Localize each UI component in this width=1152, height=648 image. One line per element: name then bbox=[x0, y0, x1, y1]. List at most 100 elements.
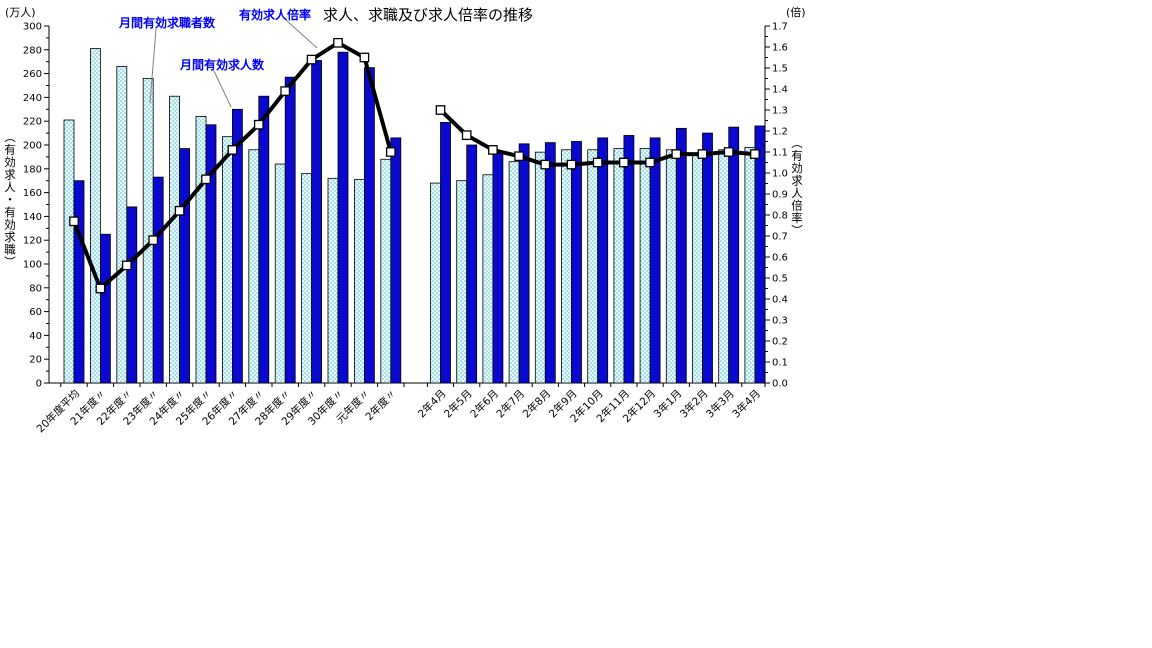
ratio-marker bbox=[201, 174, 211, 185]
ratio-marker bbox=[174, 205, 185, 216]
bar-seekers bbox=[142, 77, 154, 384]
left-axis-title: （有効求人・有効求職） bbox=[3, 131, 17, 269]
bar-openings bbox=[179, 148, 191, 384]
ratio-marker bbox=[69, 216, 79, 227]
right-tick-label: 0.5 bbox=[772, 274, 788, 285]
ratio-marker bbox=[645, 157, 655, 168]
x-tick-label: 20年度平均 bbox=[34, 387, 82, 435]
bar-seekers bbox=[639, 148, 651, 384]
left-tick-label: 120 bbox=[23, 236, 42, 247]
right-tick-label: 1.1 bbox=[772, 148, 788, 159]
ratio-marker bbox=[227, 145, 238, 155]
right-tick-label: 1.6 bbox=[772, 43, 788, 54]
x-tick-label: 2年5月 bbox=[441, 387, 474, 420]
bar-seekers bbox=[508, 161, 520, 384]
right-tick-label: 1.3 bbox=[772, 106, 788, 117]
ratio-marker bbox=[435, 105, 446, 115]
bar-seekers bbox=[613, 148, 625, 384]
legend-label-openings: 月間有効求人数 bbox=[180, 58, 265, 72]
ratio-marker bbox=[697, 149, 708, 159]
bar-openings bbox=[754, 125, 766, 384]
right-tick-label: 0.1 bbox=[772, 358, 788, 369]
ratio-marker bbox=[95, 283, 106, 294]
bar-openings bbox=[518, 143, 530, 384]
x-tick-label: 3年3月 bbox=[703, 387, 736, 420]
bar-openings bbox=[675, 127, 687, 384]
left-tick-label: 0 bbox=[36, 379, 42, 390]
right-tick-label: 1.7 bbox=[772, 22, 788, 33]
bar-openings bbox=[492, 151, 504, 384]
ratio-marker bbox=[359, 52, 370, 63]
ratio-marker bbox=[514, 151, 524, 162]
bar-openings bbox=[126, 206, 138, 384]
x-tick-label: 2年7月 bbox=[494, 387, 527, 420]
bar-seekers bbox=[456, 180, 468, 384]
ratio-marker bbox=[488, 145, 498, 155]
right-tick-label: 1.0 bbox=[772, 169, 788, 180]
ratio-marker bbox=[723, 147, 734, 157]
bar-openings bbox=[649, 137, 661, 384]
x-tick-label: 2年4月 bbox=[415, 387, 448, 420]
bar-openings bbox=[73, 180, 85, 384]
bar-openings bbox=[728, 126, 740, 384]
right-tick-label: 0.9 bbox=[772, 190, 788, 201]
bar-openings bbox=[100, 233, 111, 384]
left-tick-label: 280 bbox=[23, 45, 42, 56]
bar-openings bbox=[390, 137, 402, 384]
left-tick-label: 140 bbox=[23, 212, 42, 223]
chart-title: 求人、求職及び求人倍率の推移 bbox=[323, 6, 534, 24]
ratio-marker bbox=[333, 37, 343, 48]
bar-seekers bbox=[195, 116, 207, 384]
left-tick-label: 220 bbox=[23, 117, 42, 128]
x-tick-label: 3年4月 bbox=[730, 387, 763, 420]
bar-openings bbox=[623, 135, 635, 384]
ratio-marker bbox=[671, 149, 682, 159]
ratio-marker bbox=[461, 130, 472, 141]
right-tick-label: 0.3 bbox=[772, 316, 788, 327]
left-tick-label: 40 bbox=[29, 331, 42, 342]
ratio-markers-monthly bbox=[435, 105, 760, 170]
legend-label-seekers: 月間有効求職者数 bbox=[119, 16, 216, 30]
ratio-marker bbox=[566, 159, 577, 170]
bar-openings bbox=[466, 144, 478, 384]
right-tick-label: 1.5 bbox=[772, 64, 788, 75]
left-tick-label: 300 bbox=[23, 22, 42, 33]
bar-openings bbox=[363, 67, 375, 384]
x-tick-label: 3年1月 bbox=[651, 387, 684, 420]
right-axis-ticks: 0.0 0.1 0.2 0.3 0.4 0.5 0.6 0.7 0.8 0.9 1.0 1.1 1.2 1… bbox=[765, 22, 788, 390]
bar-seekers bbox=[534, 151, 546, 384]
bar-seekers bbox=[90, 48, 101, 384]
bar-openings bbox=[311, 60, 323, 384]
right-axis-unit: (倍) bbox=[786, 6, 806, 19]
ratio-marker bbox=[592, 157, 603, 168]
bottom-axis-ticks bbox=[60, 383, 766, 387]
x-tick-label: 2年6月 bbox=[468, 387, 501, 420]
bar-seekers bbox=[482, 174, 494, 384]
ratio-markers-annual bbox=[69, 37, 396, 294]
bar-seekers bbox=[221, 136, 233, 384]
left-tick-label: 260 bbox=[23, 69, 42, 80]
bar-openings bbox=[284, 76, 296, 384]
bar-openings bbox=[337, 51, 349, 384]
left-tick-label: 20 bbox=[29, 355, 42, 366]
left-tick-label: 60 bbox=[29, 307, 42, 318]
bar-seekers bbox=[63, 119, 75, 384]
left-axis-unit: (万人) bbox=[5, 6, 36, 19]
left-tick-label: 200 bbox=[23, 141, 42, 152]
ratio-marker bbox=[280, 86, 291, 96]
right-axis-title: （有効求人倍率） bbox=[790, 137, 804, 237]
bar-seekers bbox=[380, 158, 392, 384]
bar-seekers bbox=[430, 182, 441, 384]
x-labels-annual: 20年度平均21年度〃22年度〃23年度〃24年度〃25年度〃26年度〃27年度… bbox=[34, 387, 399, 435]
left-tick-label: 240 bbox=[23, 93, 42, 104]
ratio-marker bbox=[306, 54, 317, 65]
bar-seekers bbox=[327, 177, 339, 384]
left-tick-label: 80 bbox=[29, 283, 42, 294]
bar-seekers bbox=[744, 146, 756, 384]
right-tick-label: 1.4 bbox=[772, 85, 788, 96]
ratio-marker bbox=[121, 260, 132, 271]
bar-seekers bbox=[169, 95, 181, 384]
bar-openings bbox=[231, 108, 243, 384]
bar-seekers bbox=[692, 152, 703, 384]
right-tick-label: 0.2 bbox=[772, 337, 788, 348]
